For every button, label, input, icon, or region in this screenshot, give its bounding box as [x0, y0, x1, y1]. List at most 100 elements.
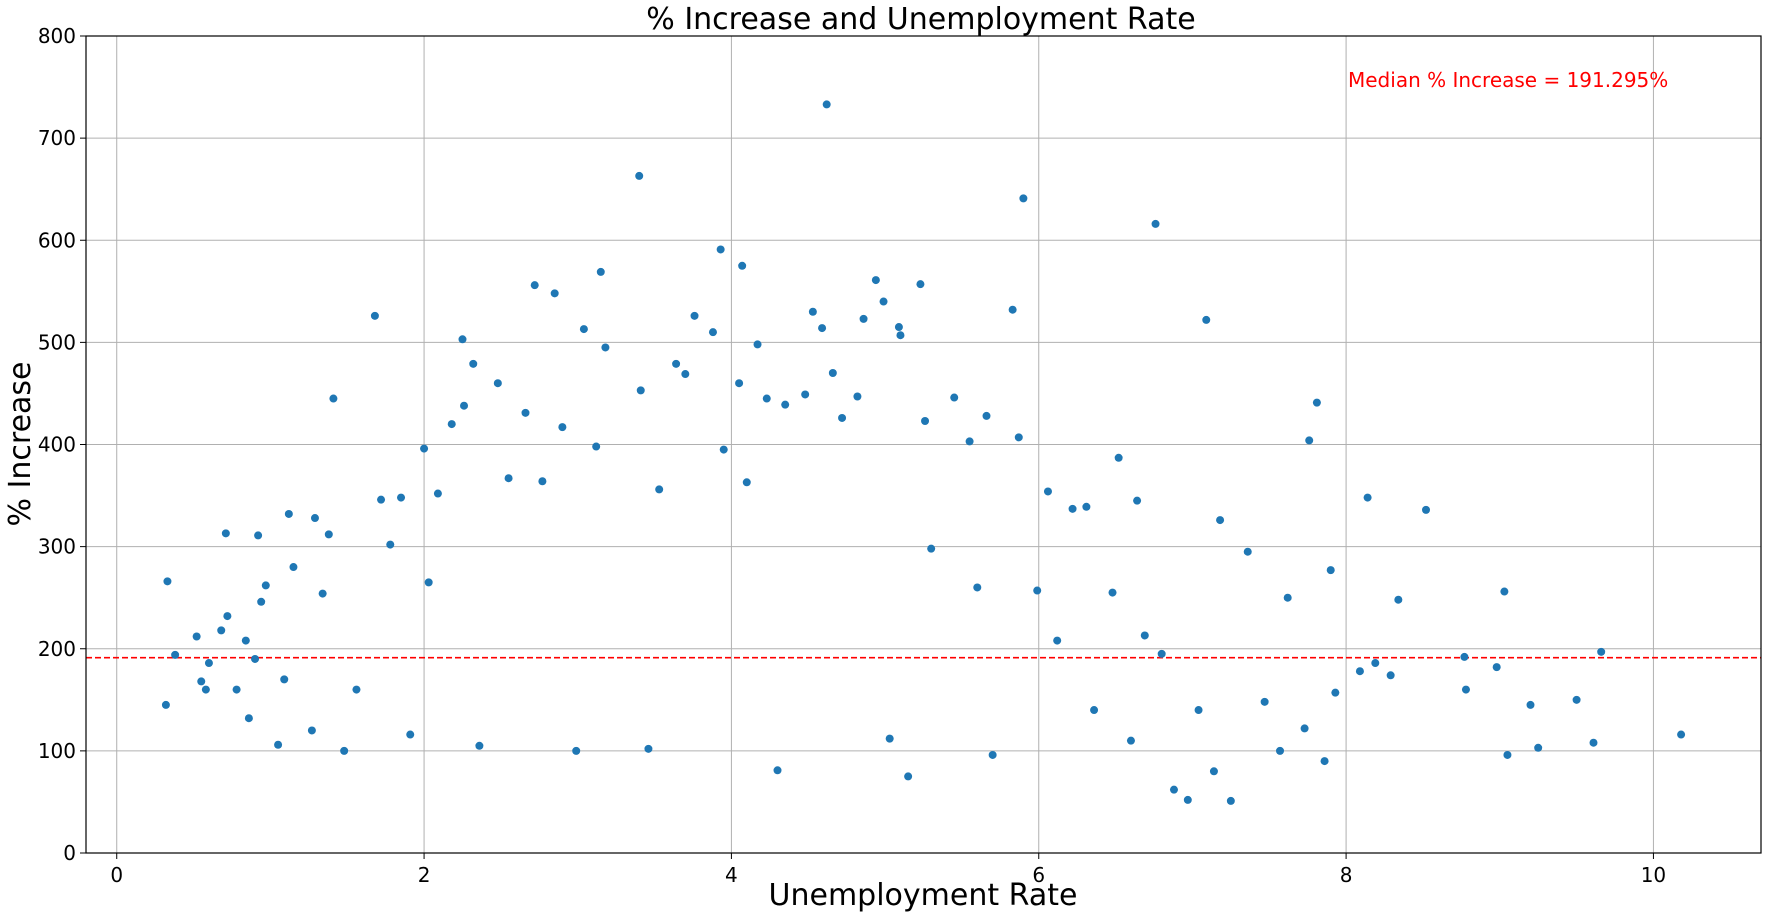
data-point [636, 386, 645, 395]
data-point [251, 654, 260, 663]
data-point [257, 597, 266, 606]
data-point [171, 650, 180, 659]
data-point [558, 423, 567, 432]
grid [86, 35, 1761, 854]
data-point [274, 740, 283, 749]
data-point [988, 750, 997, 759]
data-point [601, 343, 610, 352]
data-point [340, 746, 349, 755]
data-point [280, 675, 289, 684]
data-point [950, 393, 959, 402]
data-point [716, 245, 725, 254]
x-tick-label: 2 [418, 863, 431, 887]
data-point [672, 359, 681, 368]
data-point [161, 700, 170, 709]
y-tick-label: 500 [38, 330, 76, 354]
data-point [838, 413, 847, 422]
data-point [1043, 487, 1052, 496]
data-point [781, 400, 790, 409]
data-point [635, 171, 644, 180]
data-point [1194, 706, 1203, 715]
data-point [1526, 700, 1535, 709]
data-point [1019, 194, 1028, 203]
data-point [1331, 688, 1340, 697]
data-point [1216, 516, 1225, 525]
data-point [644, 744, 653, 753]
data-point [1226, 796, 1235, 805]
data-point [1014, 433, 1023, 442]
data-point [735, 379, 744, 388]
data-point [921, 417, 930, 426]
x-tick-label: 10 [1641, 863, 1666, 887]
data-point [221, 529, 230, 538]
x-tick-label: 6 [1032, 863, 1045, 887]
data-point [217, 626, 226, 635]
data-point [859, 314, 868, 323]
data-point [324, 530, 333, 539]
data-point [370, 311, 379, 320]
data-point [1326, 566, 1335, 575]
data-point [447, 420, 456, 429]
y-tick-label: 700 [38, 126, 76, 150]
data-point [254, 531, 263, 540]
data-point [916, 280, 925, 289]
data-point [885, 734, 894, 743]
data-point [538, 477, 547, 486]
data-point [773, 766, 782, 775]
data-point [808, 307, 817, 316]
y-tick-label: 200 [38, 637, 76, 661]
data-point [1108, 588, 1117, 597]
data-point [352, 685, 361, 694]
data-point [1589, 738, 1598, 747]
data-point [424, 578, 433, 587]
data-point [310, 514, 319, 523]
data-point [244, 714, 253, 723]
y-tick-label: 600 [38, 228, 76, 252]
data-point [896, 331, 905, 340]
data-point [1068, 504, 1077, 513]
data-point [1151, 219, 1160, 228]
y-tick-label: 0 [63, 841, 76, 865]
data-point [592, 442, 601, 451]
data-point [828, 369, 837, 378]
data-point [690, 311, 699, 320]
x-tick-label: 8 [1340, 863, 1353, 887]
data-point [475, 741, 484, 750]
x-axis-label: Unemployment Rate [769, 878, 1078, 913]
data-point [1305, 436, 1314, 445]
data-point [1597, 647, 1606, 656]
data-point [753, 340, 762, 349]
data-point [801, 390, 810, 399]
data-point [550, 289, 559, 298]
data-point [1386, 671, 1395, 680]
data-point [965, 437, 974, 446]
data-point [904, 772, 913, 781]
data-point [433, 489, 442, 498]
data-point [406, 730, 415, 739]
y-tick-label: 800 [38, 24, 76, 48]
y-tick-label: 100 [38, 739, 76, 763]
data-point [1320, 757, 1329, 766]
data-point [579, 325, 588, 334]
data-point [1422, 505, 1430, 514]
y-tick-label: 400 [38, 433, 76, 457]
data-point [163, 577, 172, 586]
data-point [1169, 785, 1178, 794]
data-point [377, 495, 386, 504]
data-point [1114, 453, 1123, 462]
data-point [927, 544, 936, 553]
data-point [204, 659, 213, 668]
data-point [572, 746, 581, 755]
data-point [1534, 743, 1543, 752]
data-point [1363, 493, 1372, 502]
data-point [530, 281, 539, 290]
y-axis-label: % Increase [3, 362, 38, 527]
data-point [1276, 746, 1285, 755]
data-point [762, 394, 771, 403]
data-point [1243, 547, 1252, 556]
data-point [460, 401, 469, 410]
data-point [1371, 659, 1380, 668]
data-point [1202, 315, 1211, 324]
